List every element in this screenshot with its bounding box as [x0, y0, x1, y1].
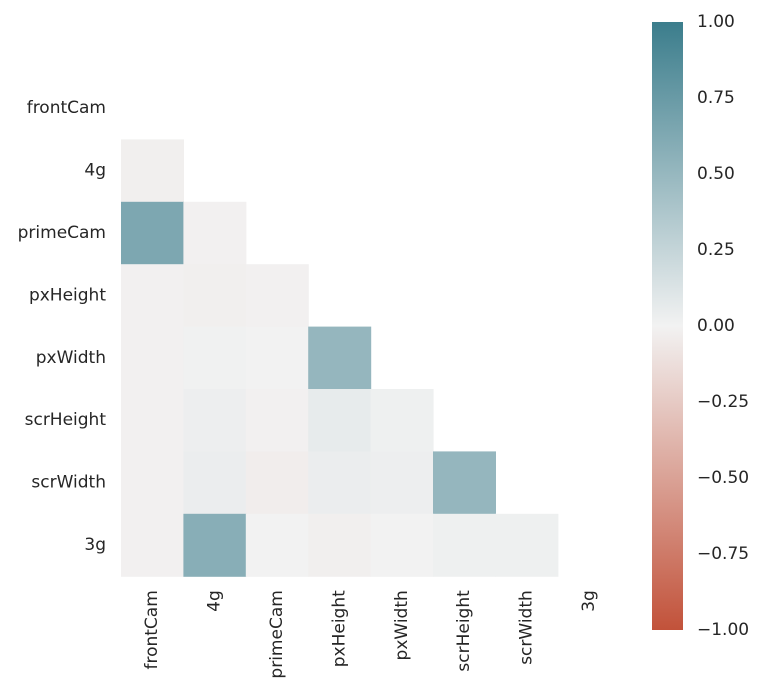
x-tick-label: pxHeight	[329, 590, 349, 667]
heatmap-cell-scrWidth-scrHeight	[433, 451, 496, 515]
heatmap-cell-3g-pxWidth	[370, 513, 434, 577]
colorbar-tick-label: 0.75	[697, 88, 735, 108]
heatmap-cell-scrWidth-4g	[183, 451, 247, 515]
heatmap-cell-scrHeight-pxWidth	[370, 389, 434, 452]
heatmap-cell-scrHeight-frontCam	[121, 389, 184, 452]
y-tick-label: primeCam	[18, 223, 106, 243]
colorbar-tick-label: −1.00	[697, 620, 749, 640]
heatmap-cell-pxHeight-primeCam	[245, 264, 309, 328]
heatmap-cell-scrHeight-pxHeight	[308, 389, 372, 452]
heatmap-cell-pxHeight-frontCam	[121, 264, 184, 328]
heatmap-cell-scrHeight-4g	[183, 389, 247, 452]
x-tick-label: pxWidth	[392, 590, 412, 660]
heatmap-cell-3g-scrHeight	[433, 513, 496, 577]
x-axis-ticks: frontCam 4g primeCam pxHeight pxWidth scrHeig…	[142, 590, 599, 679]
heatmap-cell-primeCam-frontCam	[121, 201, 184, 265]
colorbar-tick-label: 0.25	[697, 240, 735, 260]
colorbar-tick-label: −0.25	[697, 392, 749, 412]
heatmap-cell-scrWidth-pxHeight	[308, 451, 372, 515]
heatmap-cell-3g-pxHeight	[308, 513, 372, 577]
heatmap-cell-pxWidth-4g	[183, 326, 247, 390]
heatmap-cell-pxHeight-4g	[183, 264, 247, 328]
heatmap-cell-pxWidth-primeCam	[245, 326, 309, 390]
x-tick-label: 3g	[579, 590, 599, 612]
heatmap-cell-pxWidth-pxHeight	[308, 326, 372, 390]
y-tick-label: scrWidth	[31, 473, 106, 493]
heatmap-cell-3g-scrWidth	[495, 513, 559, 577]
heatmap-cells	[121, 139, 559, 577]
y-tick-label: scrHeight	[25, 410, 107, 430]
y-tick-label: pxWidth	[36, 348, 106, 368]
heatmap-cell-3g-frontCam	[121, 513, 184, 577]
heatmap-cell-scrWidth-frontCam	[121, 451, 184, 515]
heatmap-cell-scrWidth-pxWidth	[370, 451, 434, 515]
colorbar-tick-label: −0.75	[697, 544, 749, 564]
x-tick-label: primeCam	[267, 590, 287, 678]
heatmap-cell-3g-primeCam	[245, 513, 309, 577]
heatmap-cell-scrWidth-primeCam	[245, 451, 309, 515]
y-tick-label: 4g	[84, 161, 106, 181]
x-tick-label: scrWidth	[517, 590, 537, 665]
x-tick-label: 4g	[205, 590, 225, 612]
heatmap-cell-scrHeight-primeCam	[245, 389, 309, 452]
heatmap-cell-4g-frontCam	[121, 139, 184, 203]
colorbar-ticks: 1.00 0.75 0.50 0.25 0.00 −0.25 −0.50 −0.75 −1.00	[697, 12, 749, 640]
y-axis-ticks: frontCam 4g primeCam pxHeight pxWidth scrHeig…	[18, 98, 107, 555]
heatmap-cell-pxWidth-frontCam	[121, 326, 184, 390]
colorbar-tick-label: −0.50	[697, 468, 749, 488]
y-tick-label: pxHeight	[29, 285, 106, 305]
colorbar	[652, 22, 683, 630]
x-tick-label: scrHeight	[454, 590, 474, 672]
colorbar-tick-label: 0.50	[697, 164, 735, 184]
y-tick-label: 3g	[84, 535, 106, 555]
x-tick-label: frontCam	[142, 590, 162, 669]
heatmap-cell-3g-4g	[183, 513, 247, 577]
colorbar-tick-label: 1.00	[697, 12, 735, 32]
heatmap-cell-primeCam-4g	[183, 201, 247, 265]
colorbar-tick-label: 0.00	[697, 316, 735, 336]
y-tick-label: frontCam	[27, 98, 106, 118]
